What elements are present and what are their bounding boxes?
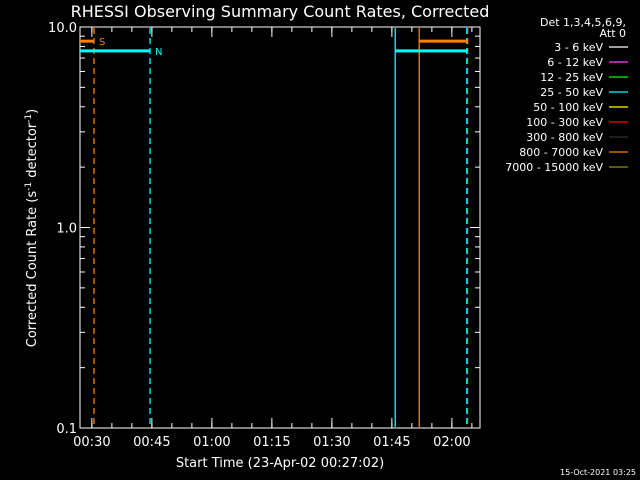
y-tick-label: 0.1	[56, 422, 77, 437]
y-tick-label: 10.0	[48, 21, 77, 36]
legend-entry: 800 - 7000 keV	[519, 146, 603, 159]
legend-entry: 100 - 300 keV	[526, 116, 603, 129]
x-tick-label: 01:30	[313, 435, 350, 450]
y-axis-label-sup1: -1	[24, 182, 34, 191]
detector-info-line: Det 1,3,4,5,6,9,	[540, 16, 626, 29]
x-axis: 00:30 00:45 01:00 01:15 01:30 01:45 02:00	[73, 27, 473, 450]
x-axis-label: Start Time (23-Apr-02 00:27:02)	[176, 456, 384, 471]
chart-title: RHESSI Observing Summary Count Rates, Co…	[71, 2, 490, 21]
flag-label: S	[99, 37, 105, 48]
x-tick-label: 00:30	[73, 435, 110, 450]
event-markers	[93, 28, 469, 427]
y-axis: 10.0 1.0 0.1	[48, 21, 480, 437]
legend-entry: 3 - 6 keV	[554, 41, 603, 54]
x-tick-label: 01:00	[193, 435, 230, 450]
y-tick-label: 1.0	[56, 222, 77, 237]
legend: 3 - 6 keV 6 - 12 keV 12 - 25 keV 25 - 50 ke…	[505, 41, 628, 174]
legend-entry: 7000 - 15000 keV	[505, 161, 603, 174]
detector-info: Det 1,3,4,5,6,9,Att 0	[540, 16, 626, 40]
flag-label: N	[155, 47, 162, 58]
x-tick-label: 01:15	[253, 435, 290, 450]
x-tick-label: 01:45	[373, 435, 410, 450]
y-axis-label-end: )	[25, 109, 40, 114]
legend-entry: 300 - 800 keV	[526, 131, 603, 144]
flag-bars: SN	[80, 37, 468, 58]
detector-info-line: Att 0	[600, 27, 626, 40]
x-tick-label: 00:45	[133, 435, 170, 450]
legend-entry: 50 - 100 keV	[533, 101, 603, 114]
y-axis-label-mid: detector	[25, 122, 40, 182]
y-axis-label-sup2: -1	[24, 114, 34, 123]
timestamp: 15-Oct-2021 03:25	[560, 468, 636, 477]
legend-entry: 25 - 50 keV	[540, 86, 603, 99]
y-axis-label-main: Corrected Count Rate (s	[25, 191, 40, 348]
y-axis-label: Corrected Count Rate (s-1 detector-1)	[24, 109, 40, 347]
x-tick-label: 02:00	[433, 435, 470, 450]
legend-entry: 6 - 12 keV	[547, 56, 603, 69]
legend-entry: 12 - 25 keV	[540, 71, 603, 84]
